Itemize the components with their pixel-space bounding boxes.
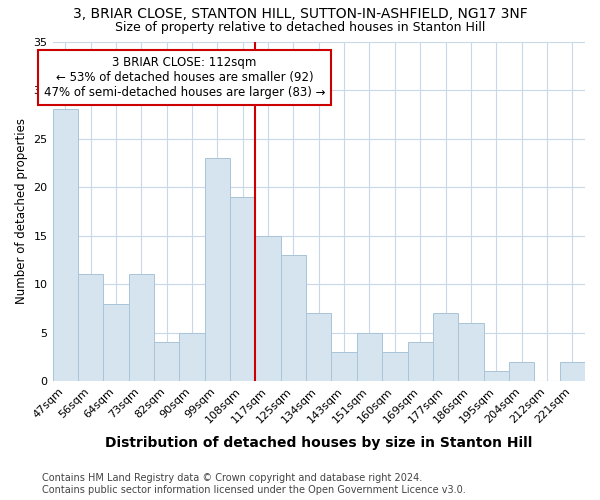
Bar	[256, 236, 281, 381]
Bar	[509, 362, 534, 381]
Bar	[128, 274, 154, 381]
Text: 3 BRIAR CLOSE: 112sqm
← 53% of detached houses are smaller (92)
47% of semi-deta: 3 BRIAR CLOSE: 112sqm ← 53% of detached …	[44, 56, 325, 99]
Bar	[154, 342, 179, 381]
Bar	[484, 372, 509, 381]
Bar	[205, 158, 230, 381]
Bar	[53, 110, 78, 381]
Bar	[560, 362, 585, 381]
Bar	[458, 323, 484, 381]
Bar	[179, 332, 205, 381]
Bar	[78, 274, 103, 381]
Bar	[357, 332, 382, 381]
Text: Size of property relative to detached houses in Stanton Hill: Size of property relative to detached ho…	[115, 21, 485, 34]
Bar	[433, 313, 458, 381]
Text: Contains HM Land Registry data © Crown copyright and database right 2024.
Contai: Contains HM Land Registry data © Crown c…	[42, 474, 466, 495]
Bar	[331, 352, 357, 381]
Bar	[306, 313, 331, 381]
Bar	[230, 197, 256, 381]
Bar	[103, 304, 128, 381]
X-axis label: Distribution of detached houses by size in Stanton Hill: Distribution of detached houses by size …	[105, 436, 532, 450]
Text: 3, BRIAR CLOSE, STANTON HILL, SUTTON-IN-ASHFIELD, NG17 3NF: 3, BRIAR CLOSE, STANTON HILL, SUTTON-IN-…	[73, 8, 527, 22]
Bar	[281, 255, 306, 381]
Y-axis label: Number of detached properties: Number of detached properties	[15, 118, 28, 304]
Bar	[407, 342, 433, 381]
Bar	[382, 352, 407, 381]
